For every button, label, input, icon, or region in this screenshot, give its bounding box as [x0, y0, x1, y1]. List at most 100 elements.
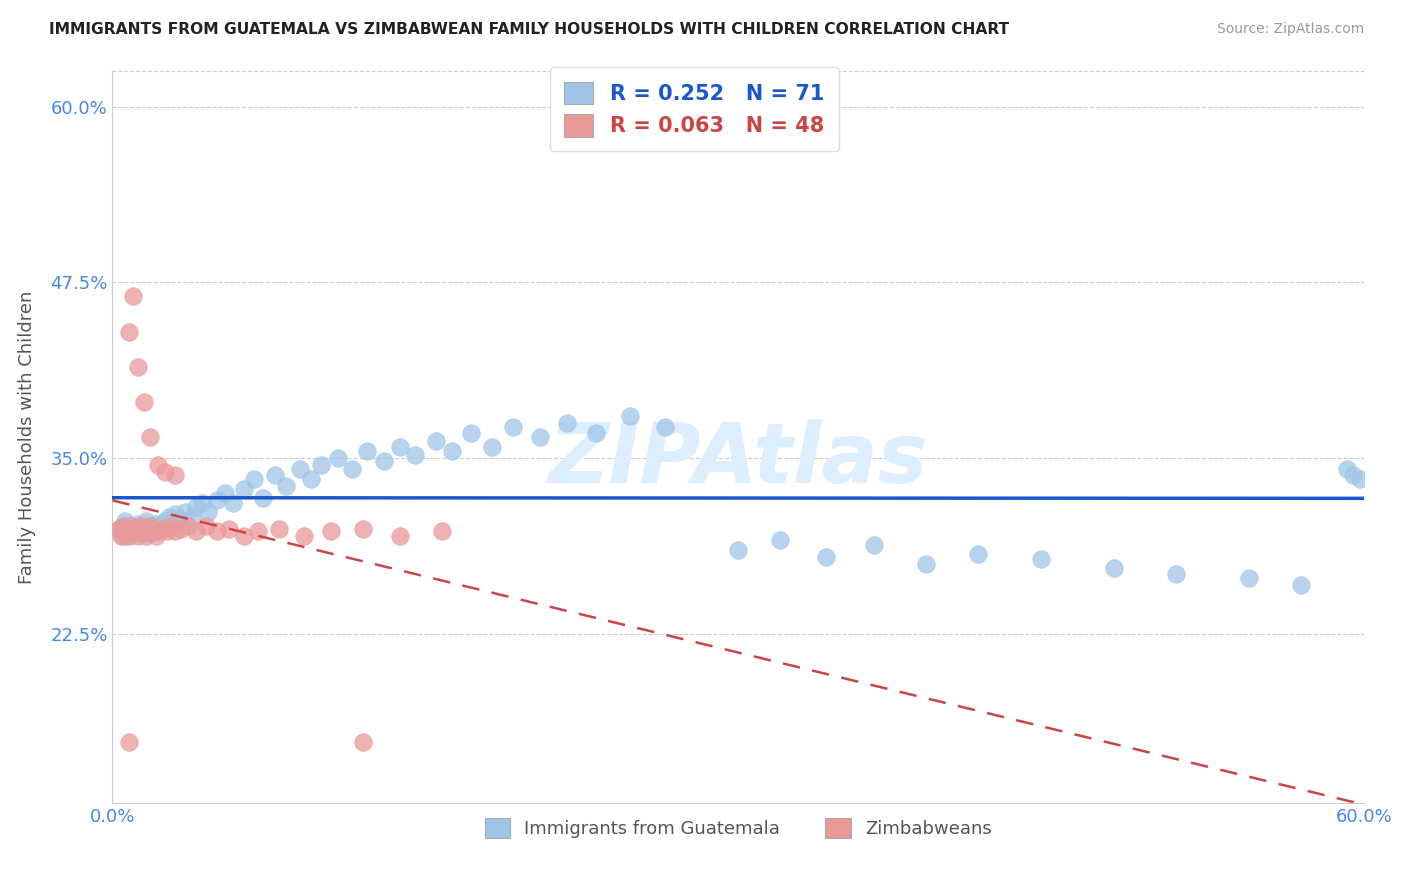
Point [163, 524, 186, 539]
Point [135, 528, 157, 542]
Point [127, 359, 149, 374]
Point [120, 528, 142, 542]
Point [967, 547, 990, 561]
Point [139, 525, 162, 540]
Point [214, 486, 236, 500]
Point [118, 325, 141, 339]
Point [460, 425, 482, 440]
Point [205, 493, 228, 508]
Point [184, 524, 207, 539]
Point [115, 528, 138, 542]
Point [1029, 552, 1052, 566]
Point [170, 522, 193, 536]
Point [111, 528, 134, 542]
Point [222, 496, 245, 510]
Point [115, 524, 138, 539]
Point [218, 522, 240, 536]
Point [128, 518, 150, 533]
Point [136, 522, 159, 536]
Point [309, 458, 332, 473]
Point [124, 522, 146, 536]
Point [232, 528, 254, 542]
Point [205, 524, 228, 539]
Point [176, 518, 198, 533]
Point [243, 472, 266, 486]
Point [132, 522, 155, 536]
Point [814, 549, 837, 564]
Point [1164, 566, 1187, 581]
Point [110, 528, 132, 542]
Point [141, 518, 163, 533]
Point [1237, 571, 1260, 585]
Point [132, 523, 155, 537]
Point [689, 135, 711, 149]
Point [1291, 578, 1313, 592]
Point [111, 518, 134, 533]
Point [389, 440, 412, 454]
Point [122, 289, 145, 303]
Point [555, 416, 578, 430]
Point [141, 524, 163, 539]
Point [326, 451, 349, 466]
Point [139, 430, 162, 444]
Point [127, 517, 149, 532]
Point [290, 462, 312, 476]
Point [143, 522, 166, 536]
Point [157, 510, 180, 524]
Point [195, 518, 218, 533]
Point [389, 528, 412, 542]
Point [425, 434, 447, 449]
Point [619, 409, 641, 423]
Point [163, 508, 186, 522]
Point [1343, 468, 1365, 483]
Point [135, 515, 157, 529]
Point [143, 524, 166, 539]
Point [529, 430, 551, 444]
Point [441, 444, 464, 458]
Point [299, 472, 322, 486]
Point [1348, 472, 1371, 486]
Point [131, 524, 153, 539]
Point [769, 533, 792, 547]
Point [342, 462, 364, 476]
Point [167, 511, 190, 525]
Point [269, 522, 291, 536]
Point [1102, 561, 1125, 575]
Point [118, 518, 141, 533]
Point [128, 525, 150, 540]
Point [136, 524, 159, 539]
Point [114, 515, 136, 529]
Point [120, 518, 142, 533]
Point [184, 500, 207, 515]
Point [430, 524, 453, 539]
Legend: Immigrants from Guatemala, Zimbabweans: Immigrants from Guatemala, Zimbabweans [477, 811, 1000, 845]
Point [585, 425, 607, 440]
Point [502, 420, 524, 434]
Point [139, 518, 162, 533]
Point [118, 522, 141, 536]
Point [131, 518, 153, 533]
Y-axis label: Family Households with Children: Family Households with Children [18, 291, 37, 583]
Point [153, 515, 176, 529]
Point [118, 735, 141, 749]
Point [160, 518, 183, 533]
Point [148, 458, 170, 473]
Point [292, 528, 315, 542]
Point [247, 524, 270, 539]
Point [122, 524, 145, 539]
Point [124, 524, 146, 539]
Point [145, 517, 167, 532]
Point [481, 440, 503, 454]
Point [862, 538, 884, 552]
Point [180, 510, 202, 524]
Point [163, 468, 186, 483]
Point [148, 524, 170, 539]
Point [132, 395, 155, 409]
Point [152, 522, 174, 536]
Point [252, 491, 274, 505]
Point [373, 454, 395, 468]
Text: Source: ZipAtlas.com: Source: ZipAtlas.com [1216, 22, 1364, 37]
Point [352, 735, 374, 749]
Point [107, 522, 129, 536]
Point [352, 522, 374, 536]
